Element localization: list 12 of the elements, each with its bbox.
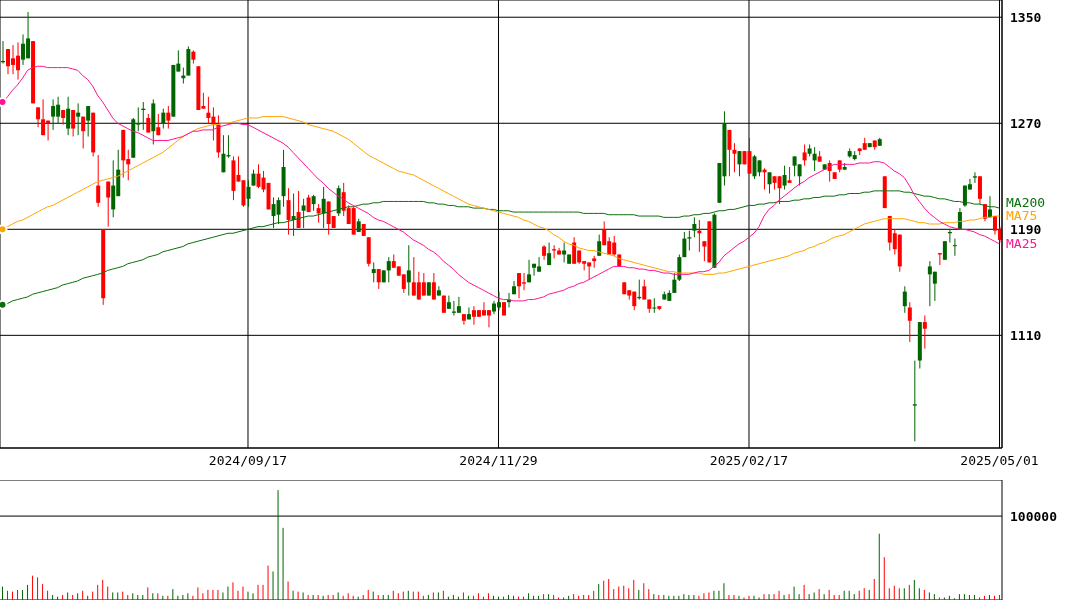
- x-tick-label: 2024/09/17: [208, 453, 288, 469]
- y-tick-label: 1350: [1010, 9, 1042, 25]
- y-tick-label: 1190: [1010, 221, 1042, 237]
- y-tick-label: 1270: [1010, 115, 1042, 131]
- x-tick-label: 2025/05/01: [960, 453, 1039, 469]
- series-label: MA25: [1006, 235, 1038, 251]
- y-tick-label: 1110: [1010, 327, 1042, 343]
- series-label: MA200: [1006, 195, 1046, 211]
- x-tick-label: 2024/11/29: [459, 453, 538, 469]
- y-tick-label: 100000: [1010, 508, 1058, 524]
- series-label: MA75: [1006, 208, 1038, 224]
- x-tick-label: 2025/02/17: [709, 453, 789, 469]
